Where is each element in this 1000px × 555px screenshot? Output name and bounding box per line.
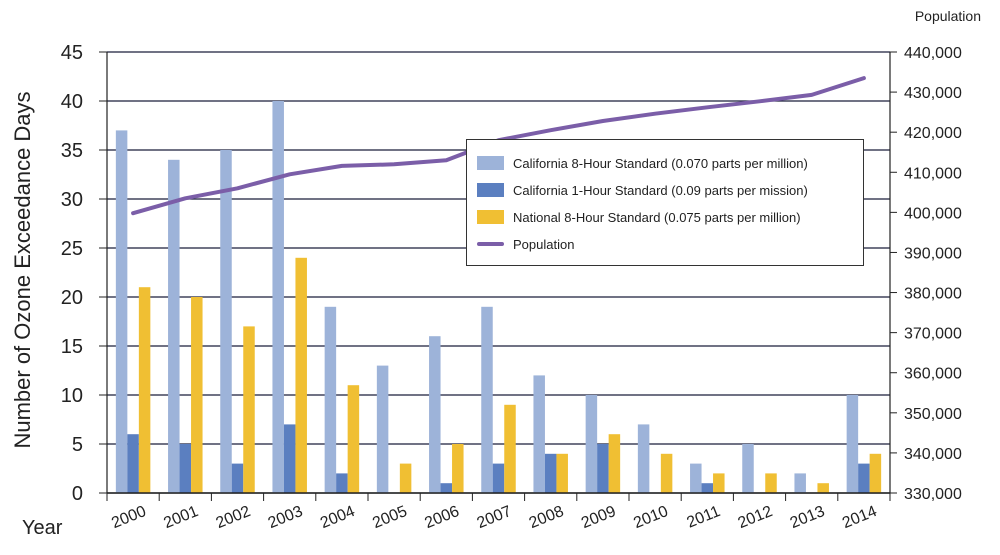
axes bbox=[99, 51, 897, 501]
bar bbox=[846, 395, 859, 493]
y2-tick-label: 440,000 bbox=[904, 45, 962, 62]
bar bbox=[168, 159, 180, 494]
y-tick-label: 10 bbox=[61, 385, 83, 407]
bar bbox=[492, 463, 505, 493]
y-tick-label: 35 bbox=[61, 140, 83, 162]
y-axis-title: Number of Ozone Exceedance Days bbox=[10, 91, 35, 448]
bar bbox=[115, 130, 128, 493]
legend-label-ca-1hr: California 1-Hour Standard (0.09 parts p… bbox=[513, 182, 808, 198]
bar bbox=[858, 463, 870, 493]
bar bbox=[440, 483, 453, 493]
bar bbox=[817, 483, 829, 493]
bar bbox=[452, 444, 464, 493]
x-tick-label: 2008 bbox=[527, 503, 566, 532]
bar bbox=[713, 473, 725, 493]
bar bbox=[138, 287, 151, 493]
bar bbox=[608, 434, 621, 493]
x-tick-label: 2012 bbox=[736, 503, 775, 532]
y-tick-label: 5 bbox=[72, 434, 83, 456]
bar bbox=[504, 404, 516, 493]
y2-tick-label: 340,000 bbox=[904, 446, 962, 463]
x-tick-label: 2000 bbox=[109, 503, 148, 532]
bar bbox=[556, 453, 568, 493]
bar bbox=[179, 444, 192, 493]
y2-tick-label: 390,000 bbox=[904, 245, 962, 262]
bar bbox=[127, 434, 139, 493]
x-tick-label: 2004 bbox=[318, 503, 357, 532]
y-tick-label: 30 bbox=[61, 189, 83, 211]
bar bbox=[376, 365, 389, 493]
bar bbox=[231, 463, 244, 493]
bar bbox=[481, 306, 493, 493]
right-axis-title: Population bbox=[915, 8, 981, 24]
y-tick-label: 25 bbox=[61, 238, 83, 260]
bar bbox=[544, 453, 557, 493]
legend-swatch-national-8hr bbox=[477, 210, 504, 224]
bar bbox=[597, 444, 609, 493]
bar bbox=[765, 473, 777, 493]
x-axis-title: Year bbox=[22, 517, 63, 539]
x-tick-label: 2013 bbox=[788, 503, 827, 532]
bar bbox=[701, 483, 714, 493]
x-tick-label: 2005 bbox=[370, 503, 409, 532]
y2-tick-label: 350,000 bbox=[904, 406, 962, 423]
bar bbox=[794, 473, 806, 493]
bar bbox=[243, 326, 255, 493]
bars bbox=[115, 101, 882, 494]
bar bbox=[869, 453, 882, 493]
x-tick-label: 2006 bbox=[422, 503, 461, 532]
y2-tick-label: 330,000 bbox=[904, 486, 962, 503]
y2-tick-label: 420,000 bbox=[904, 125, 962, 142]
bar bbox=[191, 297, 203, 493]
x-tick-label: 2011 bbox=[685, 503, 723, 532]
y2-tick-label: 370,000 bbox=[904, 326, 962, 343]
x-tick-label: 2002 bbox=[214, 503, 253, 532]
bar bbox=[660, 453, 673, 493]
legend-item-national-8hr: National 8-Hour Standard (0.075 parts pe… bbox=[477, 208, 801, 226]
bar bbox=[533, 375, 545, 493]
legend-swatch-population bbox=[477, 242, 504, 246]
y2-tick-label: 410,000 bbox=[904, 165, 962, 182]
x-tick-label: 2003 bbox=[266, 503, 305, 532]
bar bbox=[429, 336, 441, 493]
x-tick-label: 2014 bbox=[840, 503, 879, 532]
x-tick-label: 2009 bbox=[579, 503, 618, 532]
bar bbox=[399, 463, 412, 493]
bar bbox=[295, 257, 307, 493]
legend-label-population: Population bbox=[513, 236, 575, 252]
bar bbox=[585, 395, 598, 493]
y2-tick-label: 380,000 bbox=[904, 286, 962, 303]
legend: California 8-Hour Standard (0.070 parts … bbox=[466, 139, 864, 266]
bar bbox=[324, 306, 337, 493]
legend-label-ca-8hr: California 8-Hour Standard (0.070 parts … bbox=[513, 155, 808, 171]
bar bbox=[220, 150, 232, 493]
bar bbox=[690, 463, 702, 493]
y-tick-label: 20 bbox=[61, 287, 83, 309]
x-tick-label: 2007 bbox=[475, 503, 514, 532]
legend-swatch-ca-1hr bbox=[477, 183, 504, 197]
bar bbox=[637, 424, 650, 493]
x-tick-label: 2001 bbox=[161, 503, 200, 532]
legend-swatch-ca-8hr bbox=[477, 156, 504, 170]
x-tick-label: 2010 bbox=[631, 503, 670, 532]
y-tick-label: 0 bbox=[72, 483, 83, 505]
y-tick-label: 40 bbox=[61, 91, 83, 113]
legend-item-ca-1hr: California 1-Hour Standard (0.09 parts p… bbox=[477, 181, 808, 199]
y2-tick-label: 360,000 bbox=[904, 366, 962, 383]
bar bbox=[272, 101, 284, 493]
legend-label-national-8hr: National 8-Hour Standard (0.075 parts pe… bbox=[513, 209, 801, 225]
legend-item-population: Population bbox=[477, 235, 574, 253]
y-tick-label: 45 bbox=[61, 42, 83, 64]
bar bbox=[283, 424, 296, 493]
bar bbox=[742, 444, 754, 493]
y2-tick-label: 430,000 bbox=[904, 85, 962, 102]
y-tick-label: 15 bbox=[61, 336, 83, 358]
bar bbox=[347, 385, 360, 493]
legend-item-ca-8hr: California 8-Hour Standard (0.070 parts … bbox=[477, 154, 808, 172]
y2-tick-label: 400,000 bbox=[904, 205, 962, 222]
bar bbox=[336, 473, 348, 493]
